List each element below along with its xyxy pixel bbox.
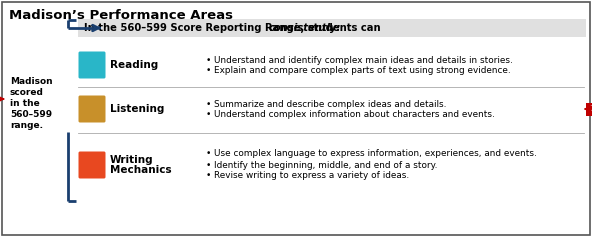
Text: consistently:: consistently: (269, 23, 341, 33)
Text: Identify the beginning, middle, and end of a story.: Identify the beginning, middle, and end … (214, 160, 437, 169)
Text: •: • (205, 55, 211, 64)
Text: Reading: Reading (110, 60, 158, 70)
Text: •: • (205, 100, 211, 109)
FancyBboxPatch shape (79, 96, 105, 123)
Text: Use complex language to express information, experiences, and events.: Use complex language to express informat… (214, 150, 537, 159)
Text: In the 560–599 Score Reporting Range, students can: In the 560–599 Score Reporting Range, st… (84, 23, 384, 33)
Text: Listening: Listening (110, 104, 165, 114)
Text: in the: in the (10, 99, 40, 108)
Text: Writing: Writing (110, 155, 154, 165)
Text: Understand and identify complex main ideas and details in stories.: Understand and identify complex main ide… (214, 55, 513, 64)
Text: Understand complex information about characters and events.: Understand complex information about cha… (214, 109, 495, 118)
Bar (586, 102, 592, 115)
Text: 2: 2 (590, 105, 592, 114)
Text: Madison: Madison (10, 77, 53, 86)
Text: •: • (205, 160, 211, 169)
Text: Explain and compare complex parts of text using strong evidence.: Explain and compare complex parts of tex… (214, 65, 511, 74)
Bar (78, 19, 586, 37)
Text: •: • (205, 109, 211, 118)
Text: range.: range. (10, 121, 43, 130)
Text: •: • (205, 65, 211, 74)
Text: •: • (205, 150, 211, 159)
Text: 560–599: 560–599 (10, 110, 52, 119)
Text: •: • (205, 172, 211, 181)
Text: scored: scored (10, 88, 44, 97)
Text: Summarize and describe complex ideas and details.: Summarize and describe complex ideas and… (214, 100, 446, 109)
Text: Mechanics: Mechanics (110, 165, 172, 175)
FancyBboxPatch shape (79, 151, 105, 178)
Text: Madison’s Performance Areas: Madison’s Performance Areas (9, 9, 233, 22)
FancyBboxPatch shape (79, 51, 105, 78)
Text: Revise writing to express a variety of ideas.: Revise writing to express a variety of i… (214, 172, 409, 181)
